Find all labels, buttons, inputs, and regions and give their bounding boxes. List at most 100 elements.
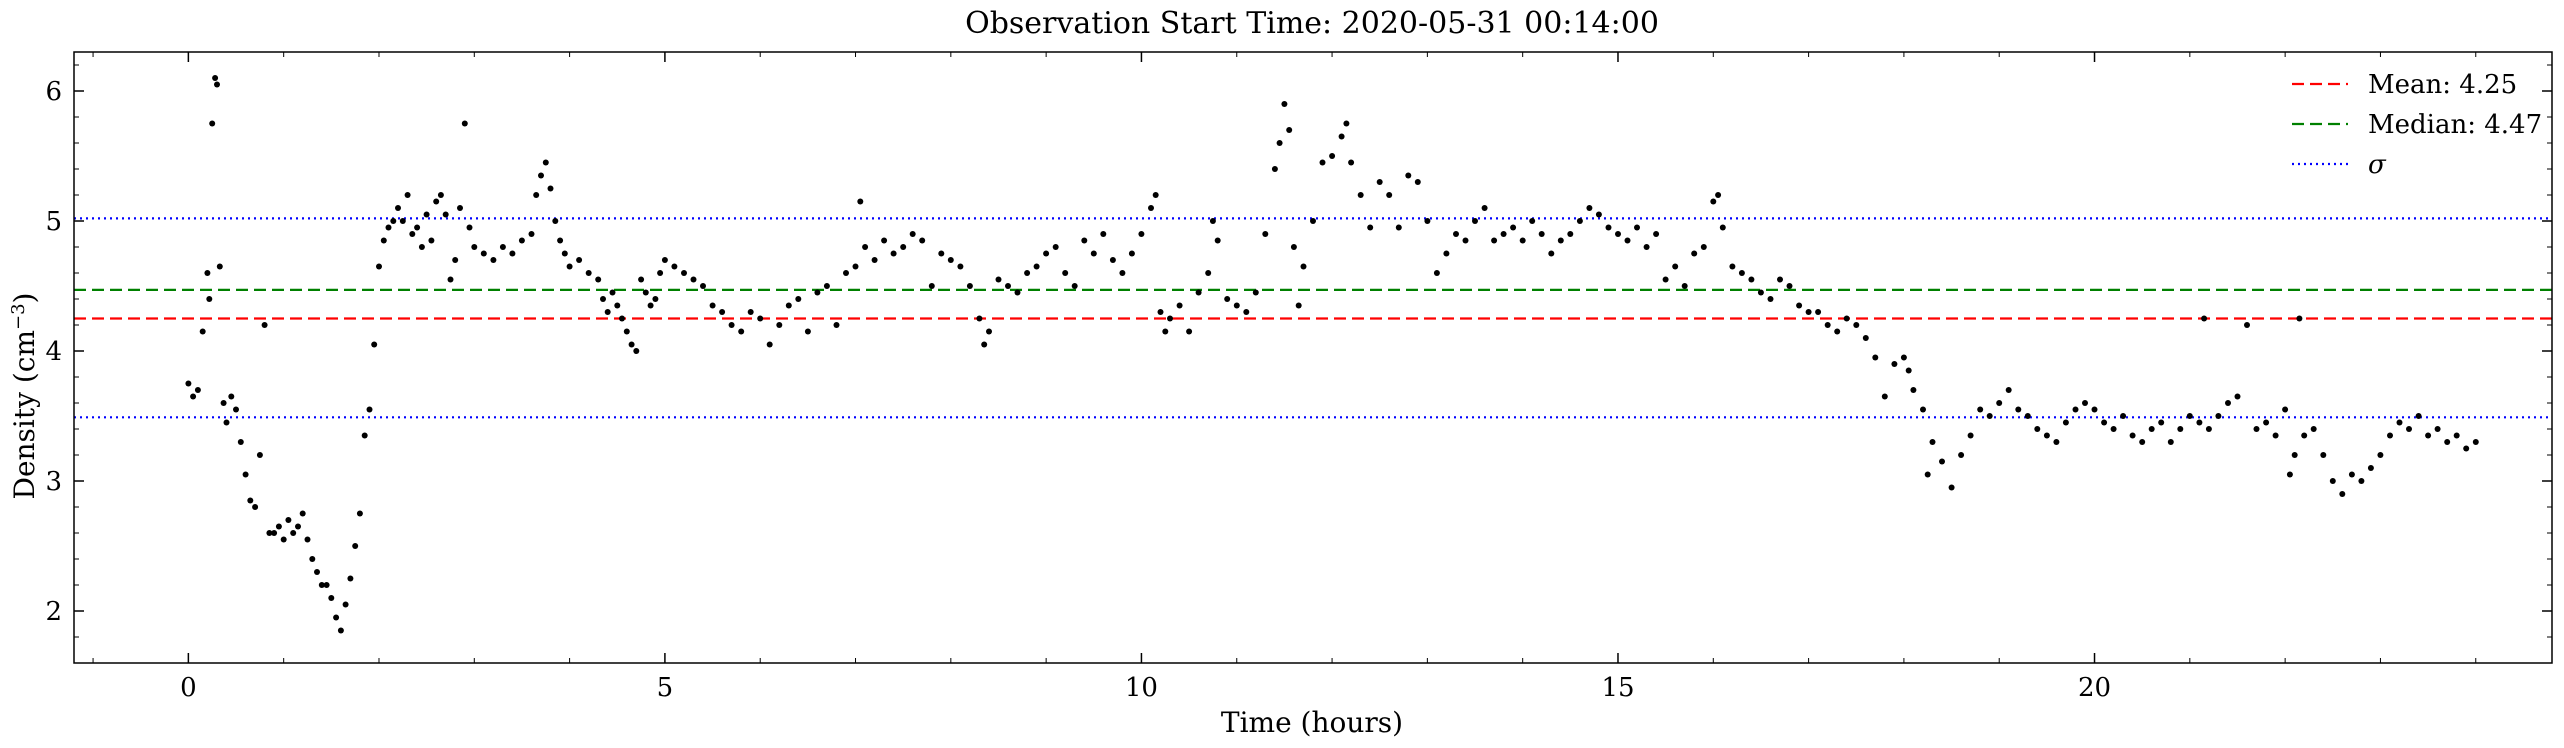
data-point [957,263,964,270]
data-point [509,250,516,257]
data-point [1491,237,1498,244]
data-point [2406,426,2412,432]
data-point [371,341,378,348]
legend-label-1: Mean: 4.25 [2368,70,2517,100]
data-point [395,205,401,211]
data-point [900,244,907,250]
data-point [194,387,201,393]
data-point [1777,276,1783,283]
data-point [1195,289,1202,296]
data-point [466,224,473,231]
data-point [2282,406,2289,413]
data-point [986,328,992,335]
data-point [2244,322,2250,328]
plot-frame [73,51,2553,664]
data-point [552,218,559,224]
data-point [1472,218,1478,224]
data-point [2444,439,2451,445]
data-point [1176,302,1183,309]
data-point [1433,270,1440,276]
data-point [1910,387,1917,393]
data-point [547,185,554,192]
data-point [385,224,392,231]
data-point [1929,439,1936,445]
data-point [461,120,468,127]
data-point [2301,432,2308,439]
data-point [814,289,821,296]
data-point [1024,270,1031,276]
data-point [1986,413,1993,419]
data-point [252,504,259,510]
data-point [1262,231,1269,237]
data-point [1243,309,1250,315]
data-point [1567,231,1574,237]
data-point [1948,484,1955,491]
data-point [1905,367,1912,374]
data-point [1672,263,1679,270]
data-point [214,81,220,88]
legend-label-3: σ [2368,150,2387,180]
data-point [356,510,363,517]
data-point [1167,315,1173,322]
data-point [285,517,292,523]
data-point [490,257,497,263]
axis-ticks: 0 5 10 15 20 2 3 4 5 6 [45,52,2552,703]
data-point [557,237,564,244]
data-point [1853,322,1860,328]
data-point [2043,432,2050,439]
data-point [1405,172,1412,179]
data-point [1162,328,1169,335]
data-point [206,296,213,302]
data-point [304,536,311,543]
data-point [1900,354,1907,361]
data-point [843,270,849,276]
data-point [216,263,223,270]
data-point [233,406,239,413]
data-point [1834,328,1841,335]
data-point [2320,452,2327,458]
data-point [1090,250,1097,257]
data-point [2225,400,2231,406]
data-point [1662,276,1669,283]
x-tick-label: 5 [657,673,674,703]
data-point [1481,205,1488,211]
data-point [1205,270,1212,276]
data-point [266,530,273,536]
data-point [2434,426,2441,432]
data-point [2358,478,2365,484]
data-point [314,569,320,575]
data-point [1209,218,1216,224]
data-point [328,595,335,601]
data-point [576,257,583,263]
data-point [447,276,454,283]
data-point [566,263,573,270]
data-point [299,510,306,517]
data-point [528,231,535,237]
data-point [1224,296,1231,302]
data-point [1843,315,1850,322]
data-point [1319,159,1326,166]
y-tick-label: 6 [45,77,62,107]
data-point [1033,263,1040,270]
data-points [185,75,2479,634]
data-point [418,244,425,250]
data-point [976,315,983,322]
data-point [1786,283,1793,289]
data-point [1005,283,1011,289]
data-point [1653,231,1660,237]
y-tick-label: 5 [45,207,62,237]
data-point [1738,270,1745,276]
data-point [2110,426,2117,432]
data-point [452,257,459,263]
data-point [795,296,802,302]
data-point [623,328,630,335]
data-point [1157,309,1164,315]
data-point [1872,354,1879,361]
data-point [518,237,525,244]
data-point [1967,432,1974,439]
y-tick-label: 3 [45,467,62,497]
data-point [380,237,387,244]
data-point [862,244,869,250]
data-point [2053,439,2060,445]
